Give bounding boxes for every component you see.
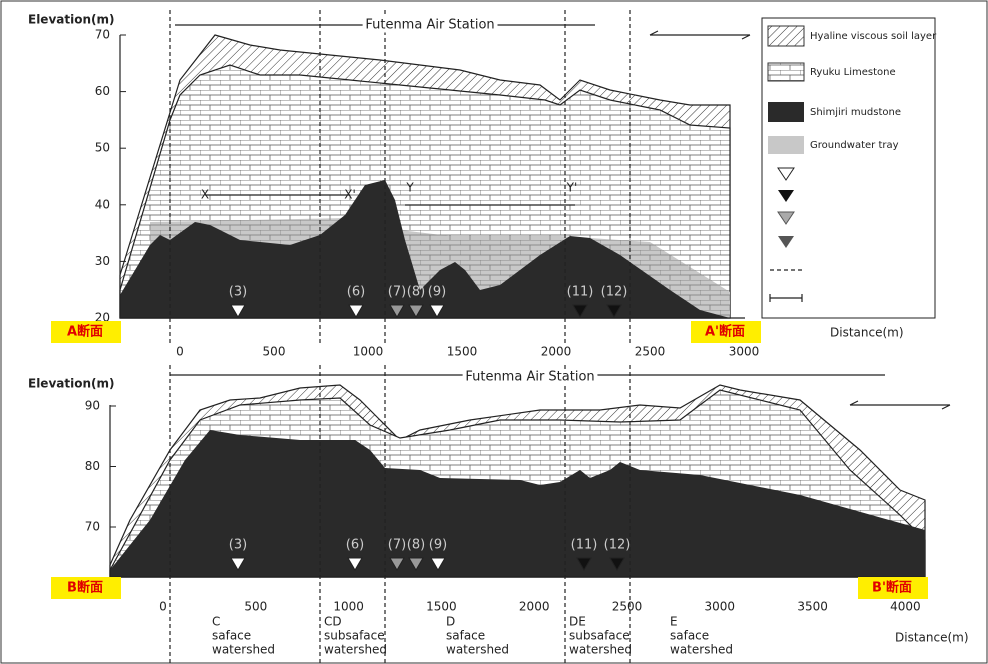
watershed-text: watershed: [212, 643, 275, 657]
x-tick-label: 3500: [797, 600, 828, 614]
x-tick-label: 1000: [353, 345, 384, 359]
legend-label: Groundwater tray: [810, 140, 899, 151]
x-tick-label: 2500: [612, 600, 643, 614]
y-tick-label: 60: [95, 84, 110, 98]
x-tick-label: 500: [244, 600, 267, 614]
x-tick-label: 2000: [519, 600, 550, 614]
y-tick-label: 90: [85, 399, 100, 413]
y-tick-label: 80: [85, 459, 100, 473]
x-tick-label: 3000: [705, 600, 736, 614]
x-axis-label: Distance(m): [830, 326, 904, 340]
well-label: (12): [601, 285, 628, 300]
well-label: (3): [229, 538, 247, 553]
section-tag: A'断面: [705, 324, 745, 340]
watershed-label: C: [212, 615, 220, 629]
y-tick-label: 30: [95, 254, 110, 268]
section-tag: B断面: [67, 580, 103, 596]
watershed-text: subsaface: [569, 629, 630, 643]
x-tick-label: 500: [263, 345, 286, 359]
legend-label: Ryuku Limestone: [810, 67, 896, 78]
watershed-label: E: [670, 615, 678, 629]
banner: Futenma Air Station: [465, 370, 594, 385]
well-label: (6): [347, 285, 365, 300]
watershed-text: watershed: [569, 643, 632, 657]
well-label: (7): [388, 285, 406, 300]
well-label: (6): [346, 538, 364, 553]
legend-label: Shimjiri mudstone: [810, 107, 901, 118]
well-label: (8): [407, 538, 425, 553]
x-tick-label: 2000: [541, 345, 572, 359]
y-tick-label: 70: [95, 28, 110, 42]
well-label: (8): [407, 285, 425, 300]
x-tick-label: 0: [159, 600, 167, 614]
x-tick-label: 2500: [635, 345, 666, 359]
watershed-text: saface: [212, 629, 251, 643]
x-tick-label: 1500: [426, 600, 457, 614]
well-label: (9): [428, 285, 446, 300]
marker-label: Y: [405, 181, 414, 195]
legend: [762, 18, 935, 318]
watershed-label: CD: [324, 615, 342, 629]
well-label: (7): [388, 538, 406, 553]
x-tick-label: 1500: [447, 345, 478, 359]
x-tick-label: 1000: [333, 600, 364, 614]
watershed-label: DE: [569, 615, 586, 629]
x-tick-label: 4000: [890, 600, 921, 614]
marker-label: X': [344, 188, 356, 202]
watershed-text: watershed: [670, 643, 733, 657]
well-label: (3): [229, 285, 247, 300]
well-label: (12): [604, 538, 631, 553]
watershed-label: D: [446, 615, 455, 629]
x-axis-label: Distance(m): [895, 631, 969, 645]
y-tick-label: 50: [95, 141, 110, 155]
section-tag: A断面: [67, 324, 103, 340]
watershed-text: watershed: [446, 643, 509, 657]
legend-label: Hyaline viscous soil layer: [810, 31, 937, 42]
x-tick-label: 0: [176, 345, 184, 359]
marker-label: X: [201, 188, 209, 202]
y-axis-label: Elevation(m): [28, 13, 114, 27]
cross-section-diagram: Elevation(m) Futenma Air Station 70 60 50 40 3…: [0, 0, 988, 664]
well-label: (11): [571, 538, 598, 553]
well-label: (9): [429, 538, 447, 553]
bottom-section: [110, 365, 950, 664]
y-tick-label: 40: [95, 197, 110, 211]
section-tag: B'断面: [872, 580, 912, 596]
marker-label: Y': [566, 181, 578, 195]
y-axis-label: Elevation(m): [28, 377, 114, 391]
x-tick-label: 3000: [729, 345, 760, 359]
y-tick-label: 70: [85, 520, 100, 534]
banner: Futenma Air Station: [365, 18, 494, 33]
watershed-text: subsaface: [324, 629, 385, 643]
well-label: (11): [567, 285, 594, 300]
watershed-text: watershed: [324, 643, 387, 657]
watershed-text: saface: [446, 629, 485, 643]
watershed-text: saface: [670, 629, 709, 643]
